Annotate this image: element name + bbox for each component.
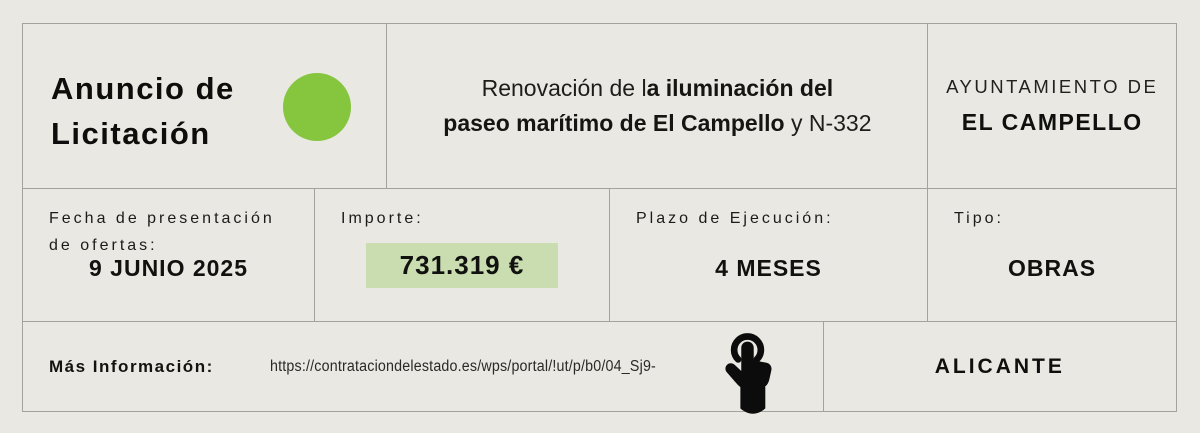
type-value: OBRAS bbox=[1007, 255, 1097, 281]
details-row: Fecha de presentación de ofertas: 9 JUNI… bbox=[23, 188, 1176, 321]
more-info-cell: Más Información: https://contrataciondel… bbox=[23, 322, 823, 411]
execution-period-label: Plazo de Ejecución: bbox=[636, 210, 834, 227]
header-row: Anuncio de Licitación Renovación de la i… bbox=[23, 24, 1176, 188]
type-label: Tipo: bbox=[954, 210, 1004, 227]
amount-cell: Importe: 731.319 € bbox=[314, 189, 609, 321]
amount-value: 731.319 € bbox=[365, 243, 559, 288]
tender-announcement-card: Anuncio de Licitación Renovación de la i… bbox=[22, 23, 1177, 415]
footer-row: Más Información: https://contrataciondel… bbox=[23, 321, 1176, 411]
location-value: ALICANTE bbox=[934, 354, 1065, 378]
execution-period-value: 4 MESES bbox=[715, 255, 822, 281]
amount-label: Importe: bbox=[341, 210, 424, 227]
page-title: Anuncio de Licitación bbox=[51, 71, 235, 151]
more-info-label: Más Información: bbox=[49, 356, 214, 376]
organization-name: EL CAMPELLO bbox=[961, 109, 1143, 135]
tap-hand-icon[interactable] bbox=[719, 327, 776, 415]
deadline-label: Fecha de presentación de ofertas: bbox=[49, 210, 275, 254]
location-cell: ALICANTE bbox=[822, 322, 1176, 411]
announcement-title-cell: Anuncio de Licitación bbox=[23, 24, 386, 188]
project-title: Renovación de la iluminación del paseo m… bbox=[443, 75, 872, 136]
deadline-cell: Fecha de presentación de ofertas: 9 JUNI… bbox=[23, 189, 314, 321]
project-title-cell: Renovación de la iluminación del paseo m… bbox=[386, 24, 927, 188]
execution-period-cell: Plazo de Ejecución: 4 MESES bbox=[609, 189, 927, 321]
more-info-url-link[interactable]: https://contrataciondelestado.es/wps/por… bbox=[269, 357, 656, 375]
organization-cell: AYUNTAMIENTO DE EL CAMPELLO bbox=[927, 24, 1176, 188]
deadline-value: 9 JUNIO 2025 bbox=[88, 255, 249, 281]
organization-prefix: AYUNTAMIENTO DE bbox=[946, 76, 1159, 97]
green-dot-icon bbox=[283, 73, 351, 141]
type-cell: Tipo: OBRAS bbox=[927, 189, 1176, 321]
